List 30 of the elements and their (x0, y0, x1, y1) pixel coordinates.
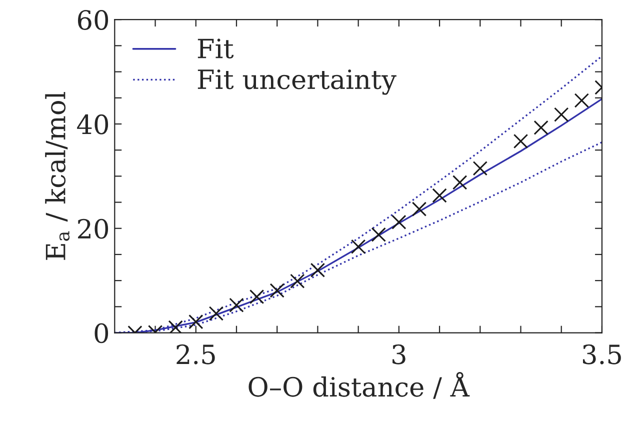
point (392, 214, 406, 230)
point (310, 262, 326, 278)
point (208, 306, 224, 321)
y-axis-title: E$_{a}$ / kcal/mol (45, 92, 70, 260)
x-tick-label: 3.5 (582, 344, 621, 364)
point (472, 160, 488, 176)
y-tick-label: 0 (94, 323, 108, 344)
point (168, 320, 183, 333)
point (350, 239, 366, 254)
x-tick-label: 2.5 (176, 344, 215, 364)
legend-label: Fit uncertainty (198, 70, 396, 95)
y-tick-label: 60 (78, 10, 108, 30)
y-tick-label: 20 (78, 218, 108, 239)
point (574, 93, 590, 108)
point (513, 134, 528, 149)
point (412, 202, 427, 216)
legend-label: Fit (198, 38, 234, 58)
point (534, 120, 548, 135)
point (270, 283, 284, 298)
point (229, 298, 244, 312)
point (452, 175, 468, 190)
point (371, 227, 386, 242)
point (249, 289, 264, 304)
point (554, 107, 569, 122)
point (432, 188, 447, 203)
y-tick-label: 40 (77, 114, 108, 134)
x-axis-title: O–O distance / Å (248, 372, 470, 399)
x-tick-label: 3 (392, 344, 406, 364)
point (188, 314, 204, 330)
point (290, 274, 305, 288)
